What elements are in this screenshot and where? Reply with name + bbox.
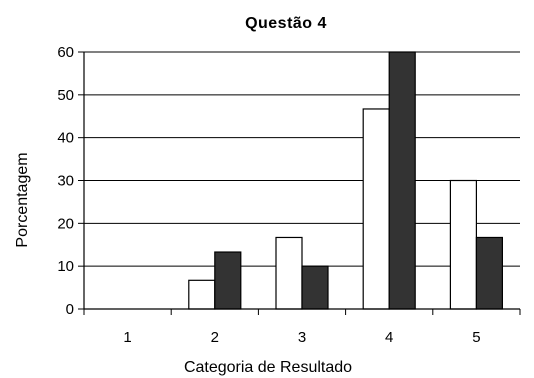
y-tick-label: 40 [57,130,74,147]
x-tick-labels: 1 2 3 4 5 [123,329,480,346]
y-tick-label: 30 [57,173,74,190]
bar-series-2 [214,251,242,310]
bar-series-1 [362,108,390,310]
x-tick-label: 1 [123,329,131,346]
x-tick-label: 3 [298,329,306,346]
y-tick-label: 20 [57,215,74,232]
bar-series-1 [188,279,216,310]
x-tick-label: 5 [472,329,480,346]
bar-series-1 [449,179,477,310]
y-axis-label: Porcentagem [14,152,31,247]
bar-series-2 [475,236,503,310]
y-tick-labels: 0 10 20 30 40 50 60 [57,44,74,318]
bars [188,51,503,310]
axes [83,52,521,315]
chart-title: Questão 4 [245,15,327,32]
y-tick-label: 10 [57,258,74,275]
x-tick-label: 4 [385,329,393,346]
y-tick-label: 50 [57,87,74,104]
bar-series-1 [275,236,303,310]
x-axis-label: Categoria de Resultado [184,359,352,376]
y-tick-label: 0 [66,301,74,318]
gridlines [78,51,520,310]
bar-series-2 [301,265,329,310]
x-tick-label: 2 [211,329,219,346]
y-tick-label: 60 [57,44,74,61]
bar-series-2 [388,51,416,310]
